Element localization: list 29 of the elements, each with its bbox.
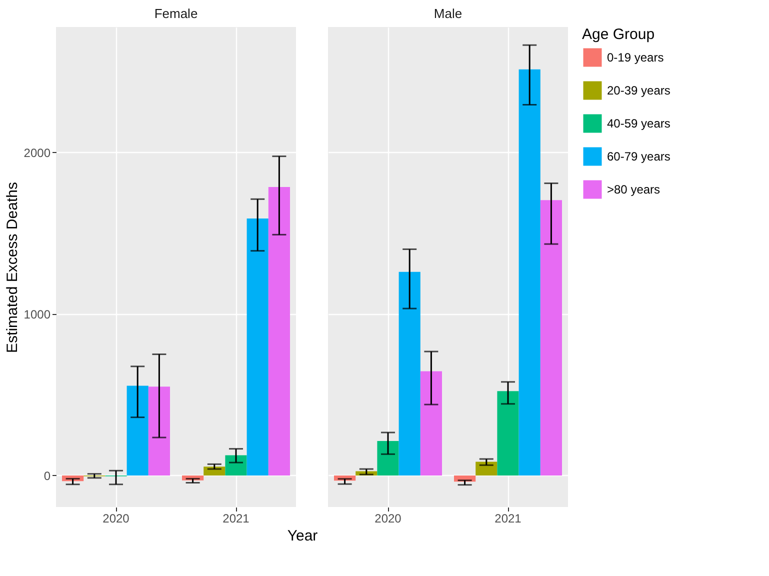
bar: [246, 218, 268, 476]
y-tick-label: 0: [44, 468, 51, 483]
bar: [148, 386, 170, 476]
y-tick-label: 1000: [24, 307, 51, 322]
legend-label: 60-79 years: [607, 150, 670, 164]
bar: [518, 69, 540, 476]
x-tick-label: 2021: [494, 512, 522, 526]
x-tick-label: 2021: [222, 512, 250, 526]
bar: [225, 455, 247, 476]
bar: [420, 371, 442, 476]
x-axis-title: Year: [287, 528, 318, 544]
bar: [377, 441, 399, 476]
chart-title: Male: [434, 6, 462, 21]
bar: [398, 272, 420, 476]
bar: [540, 200, 562, 476]
legend-title: Age Group: [582, 26, 655, 43]
x-tick-label: 2020: [374, 512, 402, 526]
legend-label: >80 years: [607, 182, 660, 196]
bar: [268, 187, 290, 476]
bar: [126, 386, 148, 476]
y-axis-title: Estimated Excess Deaths: [4, 182, 21, 353]
chart-title: Female: [154, 6, 198, 21]
legend-label: 40-59 years: [607, 116, 670, 130]
bar: [476, 462, 498, 476]
bar: [497, 391, 519, 476]
x-tick-label: 2020: [102, 512, 130, 526]
legend-label: 20-39 years: [607, 84, 670, 98]
legend-label: 0-19 years: [607, 50, 664, 64]
y-tick-label: 2000: [24, 146, 51, 160]
